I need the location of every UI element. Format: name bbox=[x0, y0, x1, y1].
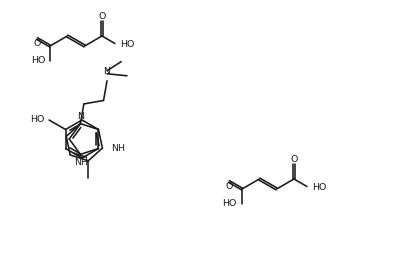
Text: O: O bbox=[225, 182, 233, 191]
Text: HO: HO bbox=[312, 183, 326, 192]
Text: N: N bbox=[103, 67, 111, 76]
Text: N: N bbox=[77, 112, 84, 121]
Text: HO: HO bbox=[223, 198, 237, 207]
Text: HO: HO bbox=[31, 55, 45, 64]
Text: NH: NH bbox=[74, 158, 89, 167]
Text: NH: NH bbox=[111, 143, 125, 153]
Text: HO: HO bbox=[120, 40, 134, 49]
Text: O: O bbox=[98, 11, 106, 20]
Text: HO: HO bbox=[30, 114, 44, 124]
Text: O: O bbox=[34, 39, 41, 48]
Text: O: O bbox=[290, 155, 298, 163]
